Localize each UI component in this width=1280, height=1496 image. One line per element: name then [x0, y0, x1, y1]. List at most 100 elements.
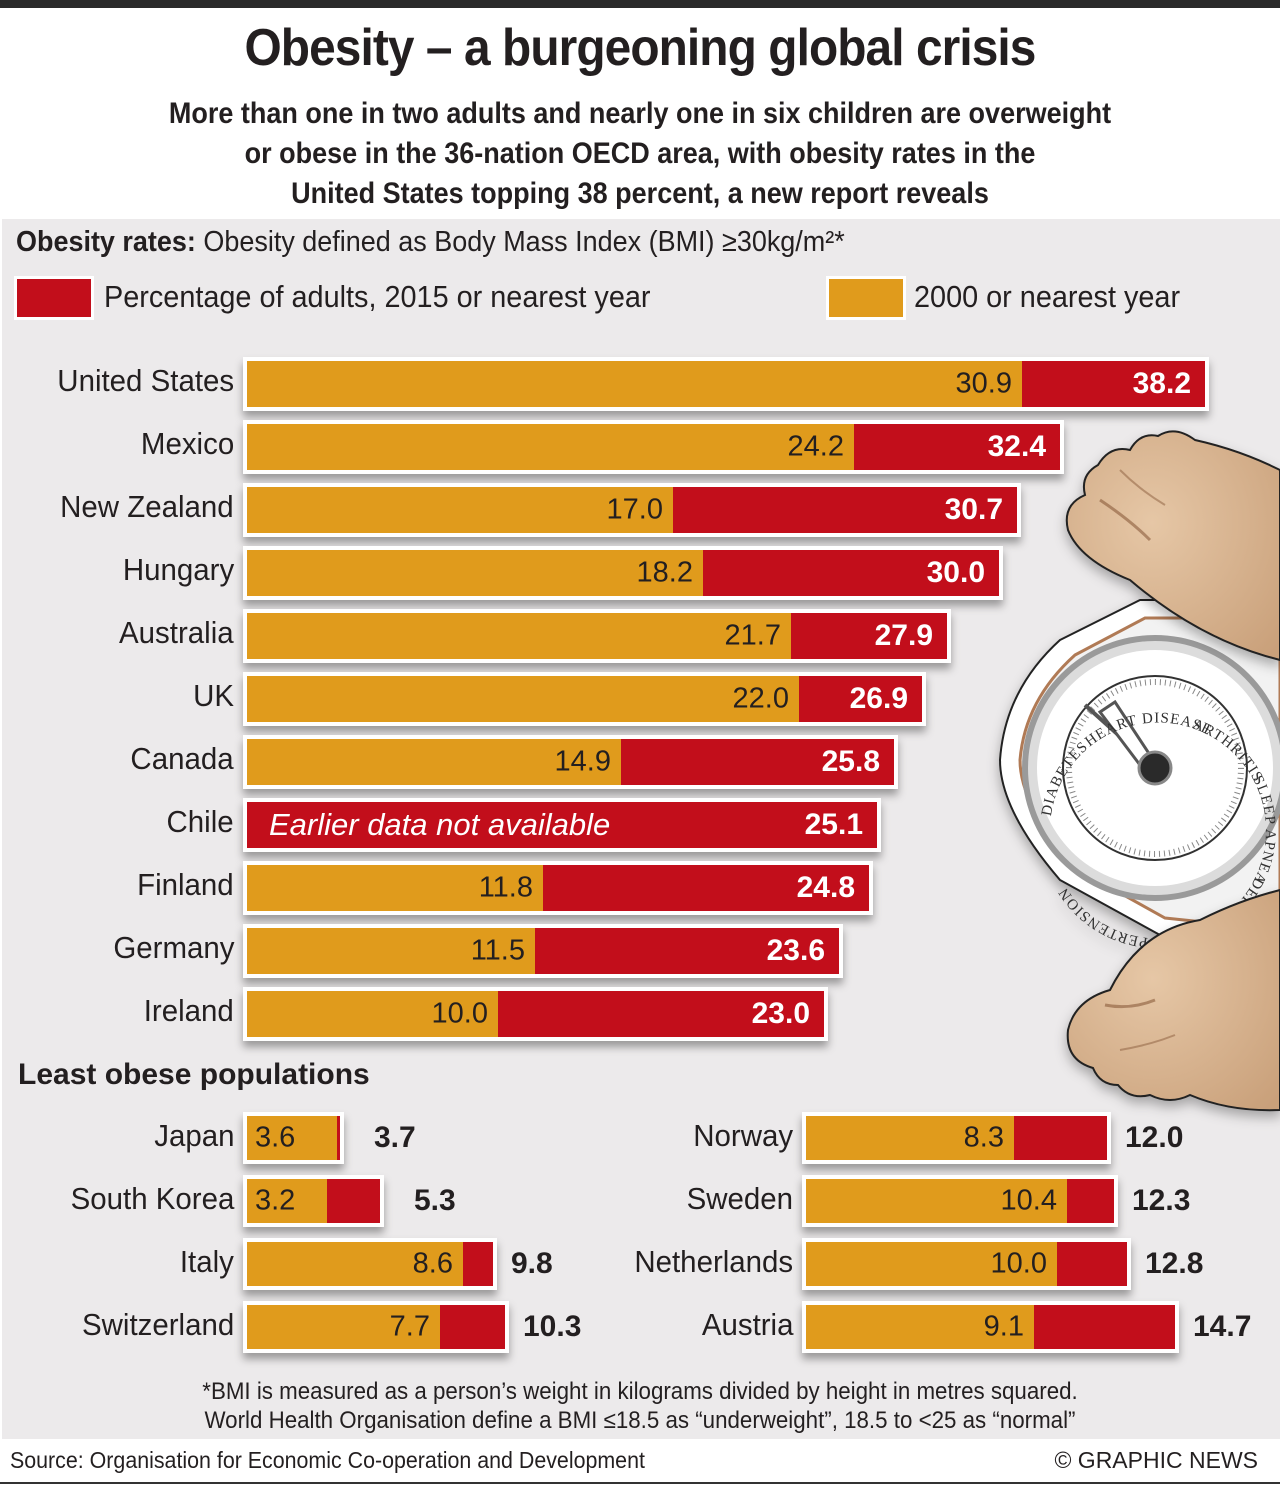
country-label: Hungary [122, 552, 234, 587]
bar-2015: 23.0 [498, 991, 824, 1037]
country-label: United States [57, 363, 234, 398]
obesity-definition: Obesity rates: Obesity defined as Body M… [16, 226, 845, 259]
country-label: New Zealand [60, 489, 234, 524]
legend-label-2015: Percentage of adults, 2015 or nearest ye… [104, 279, 651, 314]
bar-row: 10.0 [802, 1238, 1131, 1290]
value-2015: 10.3 [523, 1310, 582, 1343]
bar-2015 [1034, 1305, 1175, 1349]
bar-2000: 8.6 [247, 1242, 463, 1286]
least-obese-heading: Least obese populations [18, 1058, 370, 1091]
value-2000: 7.7 [389, 1310, 430, 1343]
subtitle-line: More than one in two adults and nearly o… [168, 97, 1112, 130]
country-label: Italy [179, 1244, 234, 1279]
value-2015: 9.8 [511, 1247, 553, 1280]
value-2015: 23.0 [751, 997, 810, 1030]
value-2015: 5.3 [414, 1184, 456, 1217]
source-text: Source: Organisation for Economic Co-ope… [10, 1447, 645, 1473]
country-label: Chile [166, 804, 234, 839]
bar-2000: 9.1 [806, 1305, 1034, 1349]
bar-row: 17.0 30.7 [243, 483, 1021, 537]
value-2000: 22.0 [732, 682, 789, 715]
bar-2015: 23.6 [535, 928, 839, 974]
value-2015: 25.1 [804, 808, 863, 841]
bar-2000: 3.6 [247, 1116, 337, 1160]
bottom-rule [0, 1482, 1280, 1484]
bar-2015: 25.8 [621, 739, 894, 785]
bar-2000: 10.0 [247, 991, 498, 1037]
value-2000: 3.2 [255, 1184, 296, 1217]
value-2015: 12.3 [1132, 1184, 1191, 1217]
bar-2015 [337, 1116, 340, 1160]
country-label: Austria [701, 1307, 793, 1342]
bar-2000: 18.2 [247, 550, 703, 596]
bar-2015: 24.8 [543, 865, 869, 911]
value-2015: 25.8 [821, 745, 880, 778]
bar-row: 21.7 27.9 [243, 609, 951, 663]
bar-2000: 17.0 [247, 487, 673, 533]
country-label: Australia [119, 615, 234, 650]
top-rule [0, 0, 1280, 8]
country-label: South Korea [70, 1181, 234, 1216]
bar-row: 18.2 30.0 [243, 546, 1003, 600]
value-2000: 10.0 [990, 1247, 1047, 1280]
value-2000: 9.1 [983, 1310, 1024, 1343]
bar-row: 3.6 [243, 1112, 344, 1164]
value-2015: 12.8 [1145, 1247, 1204, 1280]
value-2000: 10.0 [431, 997, 488, 1030]
bar-2000: 8.3 [806, 1116, 1014, 1160]
value-2015: 23.6 [766, 934, 825, 967]
bar-2000: 30.9 [247, 361, 1022, 407]
value-2000: 24.2 [787, 430, 844, 463]
bar-2015 [1067, 1179, 1114, 1223]
bar-2000: 3.2 [247, 1179, 327, 1223]
bar-row: 8.6 [243, 1238, 497, 1290]
value-2000: 14.9 [554, 745, 611, 778]
value-2015: 30.7 [944, 493, 1003, 526]
definition-text: Obesity defined as Body Mass Index (BMI)… [195, 226, 845, 258]
value-2000: 3.6 [255, 1121, 296, 1154]
bar-row: 24.2 32.4 [243, 420, 1064, 474]
country-label: Ireland [143, 993, 234, 1028]
bar-2000: 14.9 [247, 739, 621, 785]
bar-row: 7.7 [243, 1301, 509, 1353]
bar-row: 10.0 23.0 [243, 987, 828, 1041]
value-2000: 8.6 [412, 1247, 453, 1280]
country-label: Mexico [140, 426, 234, 461]
bar-2015 [440, 1305, 505, 1349]
value-2000: 11.5 [470, 934, 525, 967]
bar-row: 11.8 24.8 [243, 861, 873, 915]
value-2015: 24.8 [796, 871, 855, 904]
value-2000: 18.2 [636, 556, 693, 589]
value-2015: 27.9 [874, 619, 933, 652]
credit-text: © GRAPHIC NEWS [1054, 1447, 1258, 1473]
legend-swatch-2015 [14, 276, 94, 320]
no-data-note: Earlier data not available [269, 807, 611, 842]
subtitle-line: United States topping 38 percent, a new … [291, 177, 989, 210]
bar-2000: 7.7 [247, 1305, 440, 1349]
value-2015: 38.2 [1132, 367, 1191, 400]
value-2015: 14.7 [1193, 1310, 1252, 1343]
bar-row: 10.4 [802, 1175, 1118, 1227]
bar-2015: 27.9 [791, 613, 947, 659]
bar-2015 [463, 1242, 493, 1286]
bar-2015: 26.9 [799, 676, 922, 722]
bar-row: 22.0 26.9 [243, 672, 926, 726]
footnote-line: World Health Organisation define a BMI ≤… [204, 1407, 1076, 1434]
value-2015: 3.7 [374, 1121, 416, 1154]
bar-row: 3.2 [243, 1175, 384, 1227]
bar-2015: 38.2 [1022, 361, 1205, 407]
country-label: Finland [137, 867, 234, 902]
bar-2015 [1014, 1116, 1107, 1160]
bar-2000: 10.4 [806, 1179, 1067, 1223]
bar-2000: 22.0 [247, 676, 799, 722]
page-title: Obesity – a burgeoning global crisis [244, 19, 1037, 77]
bar-row: 11.5 23.6 [243, 924, 843, 978]
bar-row: 14.9 25.8 [243, 735, 898, 789]
bar-2000: 11.8 [247, 865, 543, 911]
bar-2000: 11.5 [247, 928, 535, 974]
value-2000: 11.8 [478, 871, 533, 904]
bar-row: Earlier data not available 25.1 [243, 798, 881, 852]
bar-2015: 30.7 [673, 487, 1017, 533]
subtitle: More than one in two adults and nearly o… [64, 94, 1216, 214]
bar-2000: 10.0 [806, 1242, 1057, 1286]
